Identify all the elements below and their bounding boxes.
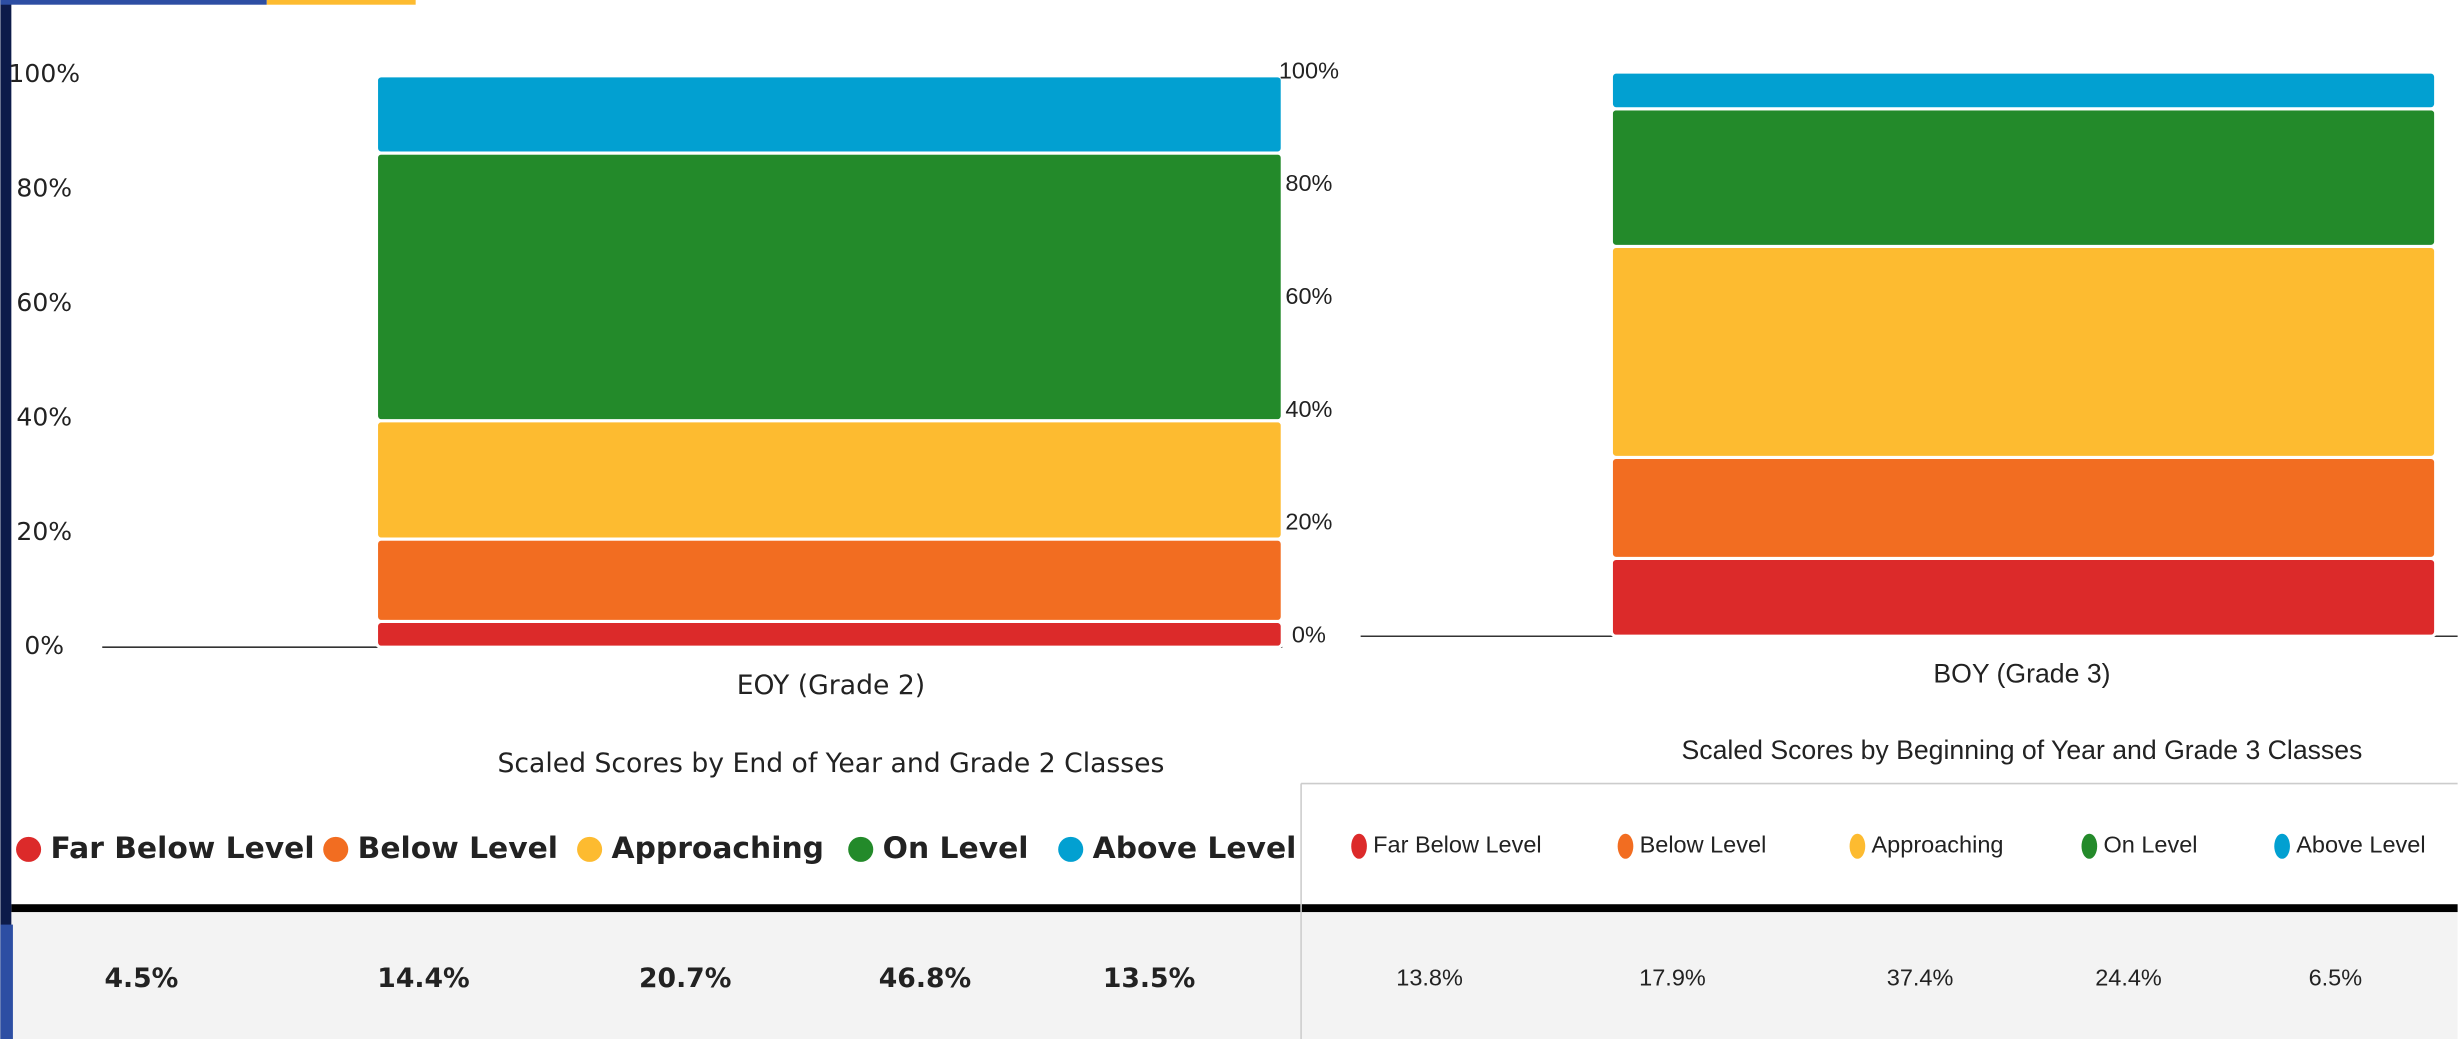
legend-label: Far Below Level: [1373, 831, 1542, 857]
legend-marker: [1617, 833, 1634, 859]
legend-label: Above Level: [2296, 831, 2425, 857]
bar-segment: [374, 419, 1284, 541]
bar-segment: [374, 151, 1284, 423]
table-row-bg: [11, 908, 2458, 1039]
table-value: 17.9%: [1639, 965, 1706, 991]
legend-marker: [1849, 833, 1866, 859]
y-tick-label: 40%: [1285, 396, 1332, 422]
legend-label: Below Level: [358, 831, 558, 866]
y-tick-label: 60%: [1285, 283, 1332, 309]
legend-label: Approaching: [612, 831, 824, 866]
y-tick-label: 20%: [16, 517, 72, 546]
legend-marker: [16, 836, 42, 862]
legend-marker: [1058, 836, 1084, 862]
table-value: 20.7%: [639, 963, 731, 994]
table-value: 6.5%: [2309, 965, 2363, 991]
table-value: 13.5%: [1103, 963, 1195, 994]
y-tick-label: 80%: [1285, 170, 1332, 196]
legend-label: Approaching: [1872, 831, 2004, 857]
y-tick-label: 60%: [16, 288, 72, 317]
legend-label: Above Level: [1093, 831, 1297, 866]
side-accent: [0, 924, 13, 1039]
table-value: 13.8%: [1396, 965, 1463, 991]
bar-segment: [374, 537, 1284, 624]
x-tick-label: BOY (Grade 3): [1933, 658, 2110, 688]
y-tick-label: 20%: [1285, 509, 1332, 535]
side-strip: [0, 0, 12, 1039]
legend-label: On Level: [883, 831, 1029, 866]
legend-marker: [2274, 833, 2290, 859]
y-tick-label: 40%: [16, 402, 72, 431]
legend-marker: [577, 836, 603, 862]
chart-2: 0% 20% 40% 60% 80% 100% BOY (Grade 3) Scaled Sc…: [1279, 57, 2458, 991]
bar-segment: [1609, 556, 2438, 638]
legend-label: Far Below Level: [51, 831, 315, 866]
x-tick-label: EOY (Grade 2): [737, 670, 925, 701]
chart-title: Scaled Scores by End of Year and Grade 2…: [497, 748, 1164, 779]
y-tick-label: 80%: [16, 174, 72, 203]
table-value: 46.8%: [879, 963, 971, 994]
top-tab: [266, 0, 416, 5]
bar-segment: [374, 74, 1284, 155]
bar-segment: [1609, 244, 2438, 459]
chart-title: Scaled Scores by Beginning of Year and G…: [1682, 735, 2363, 765]
legend-marker: [2081, 833, 2098, 859]
table-value: 24.4%: [2095, 965, 2162, 991]
bar-segment: [374, 619, 1284, 649]
legend-marker: [848, 836, 874, 862]
table-value: 14.4%: [377, 963, 469, 994]
y-tick-label: 100%: [1279, 57, 1339, 83]
table-value: 37.4%: [1887, 965, 1954, 991]
legend-marker: [323, 836, 349, 862]
y-tick-label: 100%: [8, 59, 80, 88]
y-tick-label: 0%: [1292, 621, 1326, 647]
top-tab: [0, 0, 267, 5]
bar-segment: [1609, 70, 2438, 111]
y-tick-label: 0%: [24, 631, 64, 660]
table-header-rule: [11, 904, 2458, 913]
legend-label: On Level: [2103, 831, 2197, 857]
bar-segment: [1609, 107, 2438, 248]
chart-1: 0% 20% 40% 60% 80% 100% EOY (Grade 2) Scaled Sc…: [8, 59, 1296, 994]
legend-label: Below Level: [1640, 831, 1767, 857]
legend-marker: [1351, 833, 1367, 859]
table-value: 4.5%: [104, 963, 178, 994]
bar-segment: [1609, 455, 2438, 560]
